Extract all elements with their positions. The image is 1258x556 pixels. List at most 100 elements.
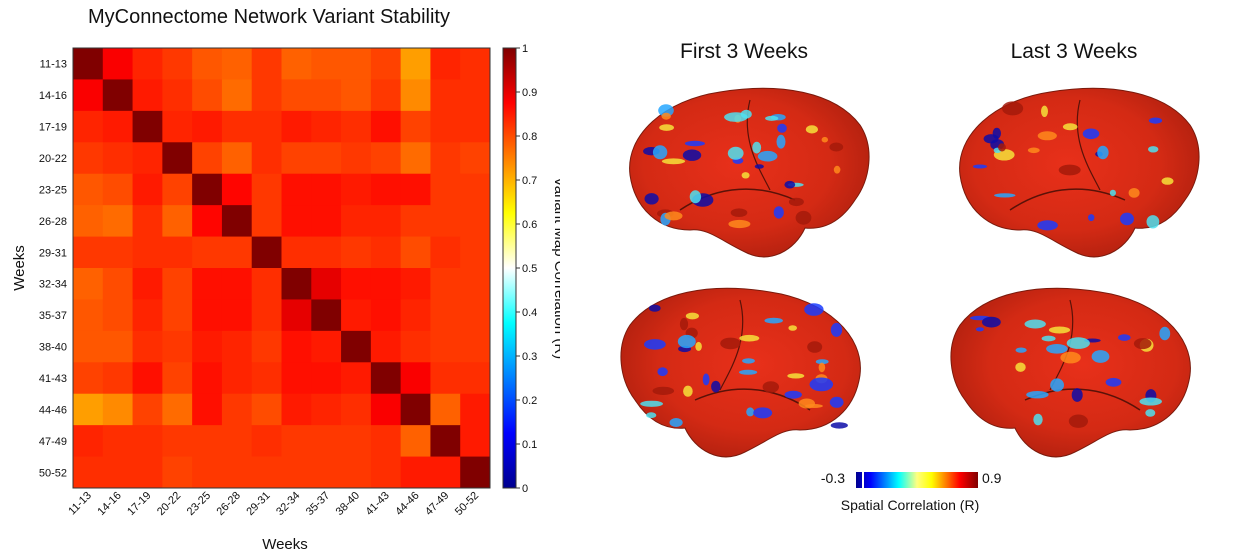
colorbar-tick-label: 0.5 <box>522 263 537 275</box>
heatmap-cell <box>370 236 402 269</box>
heatmap-cell <box>251 393 282 426</box>
colorbar-tick-label: 0.2 <box>522 395 537 407</box>
heatmap-cell <box>132 268 163 300</box>
heatmap-cell <box>251 236 282 269</box>
x-tick-label: 20-22 <box>155 490 183 518</box>
heatmap-cell <box>102 456 133 489</box>
heatmap-cell <box>370 330 402 363</box>
spatial-colorbar-label: Spatial Correlation (R) <box>840 497 980 513</box>
heatmap-cell <box>281 425 312 457</box>
y-tick-label: 17-19 <box>39 122 67 134</box>
heatmap-cell <box>251 330 282 363</box>
brain-surface-map <box>958 87 1200 258</box>
heatmap-frame <box>72 47 491 489</box>
heatmap-cell <box>341 173 372 206</box>
x-tick-label: 14-16 <box>95 490 123 518</box>
heatmap-cell <box>102 79 133 112</box>
x-tick-label: 17-19 <box>125 490 153 518</box>
heatmap-y-axis-label: Weeks <box>11 245 28 291</box>
heatmap-cell <box>192 393 223 426</box>
heatmap-cell <box>370 425 402 457</box>
heatmap-cell <box>460 79 491 112</box>
colorbar-label: Variant Map Correlation (R) <box>551 177 560 359</box>
heatmap-cell <box>341 362 372 395</box>
heatmap-cell <box>162 330 193 363</box>
heatmap-cell <box>400 330 431 363</box>
y-tick-label: 26-28 <box>39 216 67 228</box>
heatmap-cell <box>162 299 193 332</box>
colorbar-tick-label: 0.7 <box>522 175 537 187</box>
heatmap-cell <box>400 79 431 112</box>
heatmap-cell <box>162 425 193 457</box>
heatmap-cell <box>400 393 431 426</box>
heatmap-cell <box>102 425 133 457</box>
heatmap-cell <box>311 456 342 489</box>
heatmap-cell <box>311 393 342 426</box>
heatmap-cell <box>460 173 491 206</box>
heatmap-cell <box>370 362 402 395</box>
heatmap-cell <box>251 299 282 332</box>
x-tick-label: 23-25 <box>185 490 213 518</box>
heatmap-cell <box>430 142 461 175</box>
heatmap-cell <box>341 142 372 175</box>
heatmap-cell <box>132 425 163 457</box>
heatmap-cell <box>221 110 253 143</box>
heatmap-cell <box>132 173 163 206</box>
heatmap-cell <box>430 393 461 426</box>
brain-maps <box>620 87 1200 458</box>
heatmap-colorbar <box>502 47 517 489</box>
y-tick-label: 35-37 <box>39 310 67 322</box>
heatmap-cell <box>370 393 402 426</box>
heatmap-cell <box>400 205 431 237</box>
heatmap-cell <box>460 362 491 395</box>
heatmap-cell <box>370 48 402 80</box>
heatmap-cell <box>132 236 163 269</box>
y-tick-label: 32-34 <box>39 279 67 291</box>
heatmap-cell <box>102 330 133 363</box>
heatmap-colorbar-ticks: 0 0.1 0.2 0.3 0.4 0.5 0.6 0.7 0.8 0.9 1 <box>516 43 537 495</box>
heatmap-cell <box>221 362 253 395</box>
heatmap-cell <box>132 79 163 112</box>
heatmap-cell <box>221 173 253 206</box>
heatmap-cell <box>132 362 163 395</box>
spatial-colorbar <box>856 472 978 488</box>
heatmap-cell <box>460 425 491 457</box>
heatmap-cell <box>221 205 253 237</box>
heatmap-cell <box>73 236 104 269</box>
heatmap-cell <box>341 456 372 489</box>
heatmap-cell <box>311 79 342 112</box>
heatmap-cell <box>460 48 491 80</box>
heatmap-cell <box>341 110 372 143</box>
heatmap-cell <box>162 110 193 143</box>
heatmap-cells <box>73 48 491 489</box>
heatmap-cell <box>251 79 282 112</box>
heatmap-cell <box>400 299 431 332</box>
spatial-colorbar-max: 0.9 <box>982 470 1002 486</box>
heatmap-cell <box>102 110 133 143</box>
colorbar-tick-label: 0.1 <box>522 439 537 451</box>
brain-surface-map <box>628 87 870 258</box>
heatmap-cell <box>341 48 372 80</box>
heatmap-cell <box>460 110 491 143</box>
heatmap-cell <box>400 173 431 206</box>
heatmap-cell <box>192 48 223 80</box>
heatmap-cell <box>311 48 342 80</box>
heatmap-cell <box>281 79 312 112</box>
heatmap-cell <box>341 299 372 332</box>
heatmap-cell <box>460 299 491 332</box>
heatmap-cell <box>251 268 282 300</box>
heatmap-cell <box>430 330 461 363</box>
heatmap-cell <box>341 205 372 237</box>
heatmap-cell <box>341 79 372 112</box>
heatmap-cell <box>73 48 104 80</box>
heatmap-cell <box>400 268 431 300</box>
heatmap-cell <box>281 268 312 300</box>
heatmap-cell <box>192 110 223 143</box>
heatmap-cell <box>430 362 461 395</box>
y-tick-label: 50-52 <box>39 467 67 479</box>
heatmap-cell <box>132 393 163 426</box>
x-tick-label: 11-13 <box>66 490 94 518</box>
heatmap-x-axis-label: Weeks <box>262 536 308 553</box>
heatmap-cell <box>73 110 104 143</box>
heatmap-cell <box>281 205 312 237</box>
